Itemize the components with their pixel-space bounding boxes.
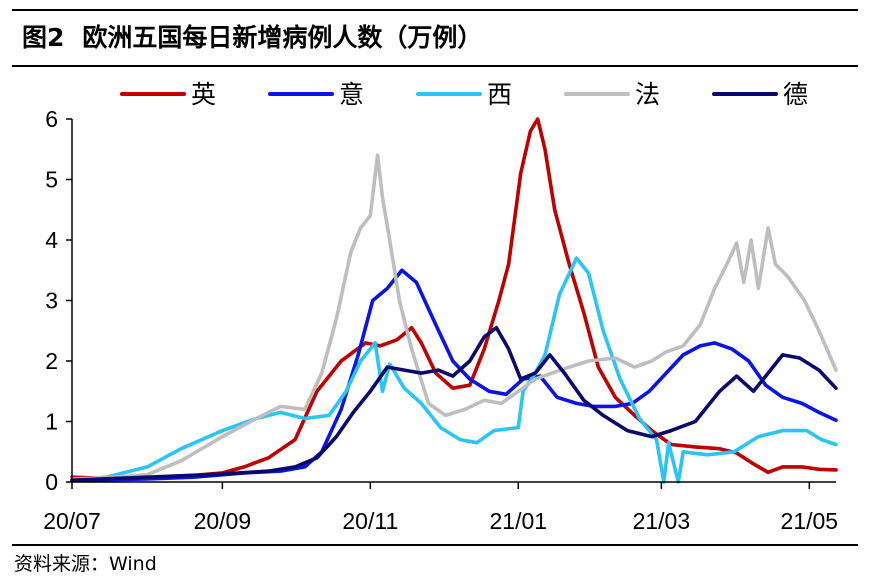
top-rule (12, 9, 858, 11)
x-ticks: 20/07 20/09 20/11 21/01 21/03 21/05 (43, 482, 838, 534)
y-tick-label: 3 (45, 288, 58, 314)
line-chart: 英意西法德 0123456 20/07 20/09 20/11 21/01 21/03 2… (43, 80, 838, 534)
y-tick-label: 0 (45, 469, 58, 495)
legend-label-1: 英 (191, 80, 216, 109)
x-tick-label: 21/05 (781, 508, 839, 534)
x-tick-label: 20/11 (342, 508, 398, 534)
y-tick-label: 4 (45, 227, 58, 253)
title-rule (12, 65, 858, 67)
title-text: 欧洲五国每日新增病例人数（万例） (82, 23, 483, 52)
legend-label-3: 西 (487, 80, 512, 109)
y-tick-label: 1 (45, 409, 58, 435)
chart-title: 图2 欧洲五国每日新增病例人数（万例） (22, 18, 482, 54)
figure-label: 图2 (22, 23, 65, 52)
series-layer (70, 117, 838, 484)
x-tick-label: 21/03 (633, 508, 691, 534)
legend-label-2: 意 (339, 80, 364, 109)
y-tick-label: 6 (45, 106, 58, 132)
x-tick-label: 21/01 (489, 508, 547, 534)
series-line-1 (70, 117, 838, 481)
legend: 英意西法德 (120, 80, 808, 109)
source-note: 资料来源：Wind (14, 553, 157, 575)
series-line-3 (70, 256, 838, 484)
series-line-5 (70, 325, 838, 482)
legend-label-5: 德 (783, 80, 808, 109)
y-tick-label: 2 (45, 348, 58, 374)
legend-label-4: 法 (635, 80, 660, 109)
x-tick-label: 20/07 (43, 508, 101, 534)
y-tick-label: 5 (45, 167, 58, 193)
x-tick-label: 20/09 (194, 508, 252, 534)
bottom-rule (12, 544, 858, 546)
series-line-4 (70, 153, 838, 481)
y-ticks: 0 1 2 3 4 5 6 (45, 106, 72, 495)
axes (71, 119, 836, 483)
